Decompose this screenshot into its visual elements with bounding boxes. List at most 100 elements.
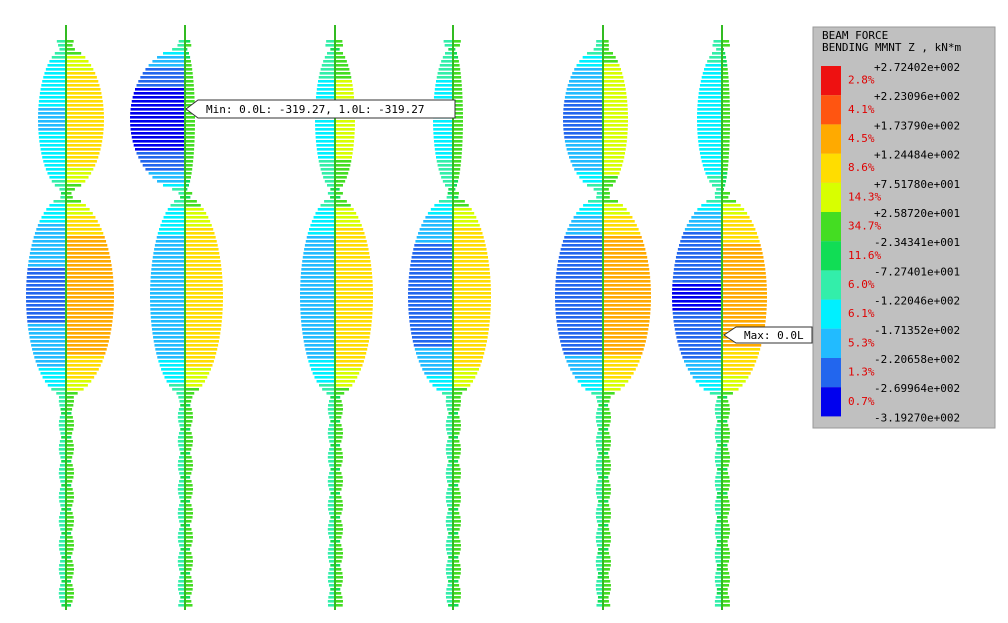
moment-stripe xyxy=(722,392,733,395)
moment-stripe xyxy=(66,112,104,115)
moment-stripe xyxy=(185,452,191,455)
moment-stripe xyxy=(31,344,66,347)
moment-stripe xyxy=(66,548,74,551)
moment-stripe xyxy=(185,224,212,227)
moment-stripe xyxy=(556,268,603,271)
moment-stripe xyxy=(444,44,453,47)
moment-stripe xyxy=(557,324,603,327)
moment-stripe xyxy=(335,200,347,203)
moment-stripe xyxy=(596,192,603,195)
moment-stripe xyxy=(675,260,722,263)
moment-stripe xyxy=(603,480,610,483)
moment-stripe xyxy=(335,300,373,303)
moment-stripe xyxy=(28,260,66,263)
moment-stripe xyxy=(714,196,722,199)
moment-stripe xyxy=(453,400,461,403)
legend-percent: 4.5% xyxy=(848,132,875,145)
moment-stripe xyxy=(603,212,630,215)
moment-stripe xyxy=(179,496,185,499)
moment-stripe xyxy=(56,40,66,43)
moment-stripe xyxy=(140,76,185,79)
moment-stripe xyxy=(45,68,66,71)
moment-stripe xyxy=(151,264,185,267)
moment-stripe xyxy=(603,344,645,347)
moment-stripe xyxy=(185,400,192,403)
moment-stripe xyxy=(448,412,453,415)
moment-stripe xyxy=(185,344,219,347)
moment-stripe xyxy=(435,152,453,155)
moment-stripe xyxy=(714,600,722,603)
moment-stripe xyxy=(722,196,729,199)
moment-stripe xyxy=(301,324,335,327)
moment-stripe xyxy=(453,504,460,507)
moment-stripe xyxy=(722,164,729,167)
moment-stripe xyxy=(563,352,603,355)
moment-stripe xyxy=(691,216,722,219)
moment-stripe xyxy=(335,404,343,407)
moment-stripe xyxy=(335,304,373,307)
moment-stripe xyxy=(412,252,453,255)
moment-stripe xyxy=(722,40,730,43)
moment-stripe xyxy=(722,180,727,183)
moment-stripe xyxy=(315,124,335,127)
moment-stripe xyxy=(596,568,603,571)
moment-stripe xyxy=(453,176,459,179)
moment-stripe xyxy=(596,196,603,199)
moment-stripe xyxy=(38,108,66,111)
moment-stripe xyxy=(672,312,722,315)
moment-stripe xyxy=(180,476,185,479)
moment-stripe xyxy=(722,472,729,475)
moment-stripe xyxy=(327,432,335,435)
moment-stripe xyxy=(177,416,185,419)
moment-stripe xyxy=(429,380,453,383)
moment-stripe xyxy=(603,444,611,447)
moment-stripe xyxy=(595,560,603,563)
moment-stripe xyxy=(674,264,722,267)
moment-stripe xyxy=(328,484,335,487)
moment-stripe xyxy=(722,236,759,239)
moment-stripe xyxy=(328,436,335,439)
moment-stripe xyxy=(722,432,730,435)
moment-stripe xyxy=(572,72,603,75)
moment-stripe xyxy=(603,568,610,571)
moment-stripe xyxy=(305,348,335,351)
moment-stripe xyxy=(453,280,491,283)
moment-stripe xyxy=(453,308,491,311)
moment-stripe xyxy=(185,416,193,419)
moment-stripe xyxy=(722,584,730,587)
moment-stripe xyxy=(44,164,66,167)
moment-stripe xyxy=(335,376,358,379)
moment-stripe xyxy=(556,316,603,319)
moment-stripe xyxy=(185,576,192,579)
moment-stripe xyxy=(453,264,490,267)
moment-stripe xyxy=(597,408,603,411)
moment-stripe xyxy=(185,500,191,503)
moment-stripe xyxy=(66,536,73,539)
moment-stripe xyxy=(453,224,480,227)
legend-level: -7.27401e+001 xyxy=(874,265,960,278)
moment-stripe xyxy=(453,600,460,603)
moment-stripe xyxy=(185,60,191,63)
moment-stripe xyxy=(60,408,66,411)
moment-stripe xyxy=(453,484,459,487)
moment-stripe xyxy=(722,152,730,155)
moment-stripe xyxy=(40,148,66,151)
moment-stripe xyxy=(597,432,603,435)
moment-stripe xyxy=(40,372,66,375)
moment-stripe xyxy=(596,460,603,463)
moment-stripe xyxy=(448,484,453,487)
moment-stripe xyxy=(185,480,192,483)
moment-stripe xyxy=(453,200,465,203)
moment-stripe xyxy=(722,396,728,399)
moment-stripe xyxy=(722,536,729,539)
moment-stripe xyxy=(178,40,185,43)
moment-stripe xyxy=(335,432,343,435)
moment-stripe xyxy=(714,504,722,507)
moment-stripe xyxy=(26,308,66,311)
legend-percent: 5.3% xyxy=(848,336,875,349)
moment-stripe xyxy=(335,444,341,447)
moment-stripe xyxy=(66,492,74,495)
moment-stripe xyxy=(178,564,185,567)
moment-stripe xyxy=(596,412,603,415)
moment-stripe xyxy=(603,536,611,539)
